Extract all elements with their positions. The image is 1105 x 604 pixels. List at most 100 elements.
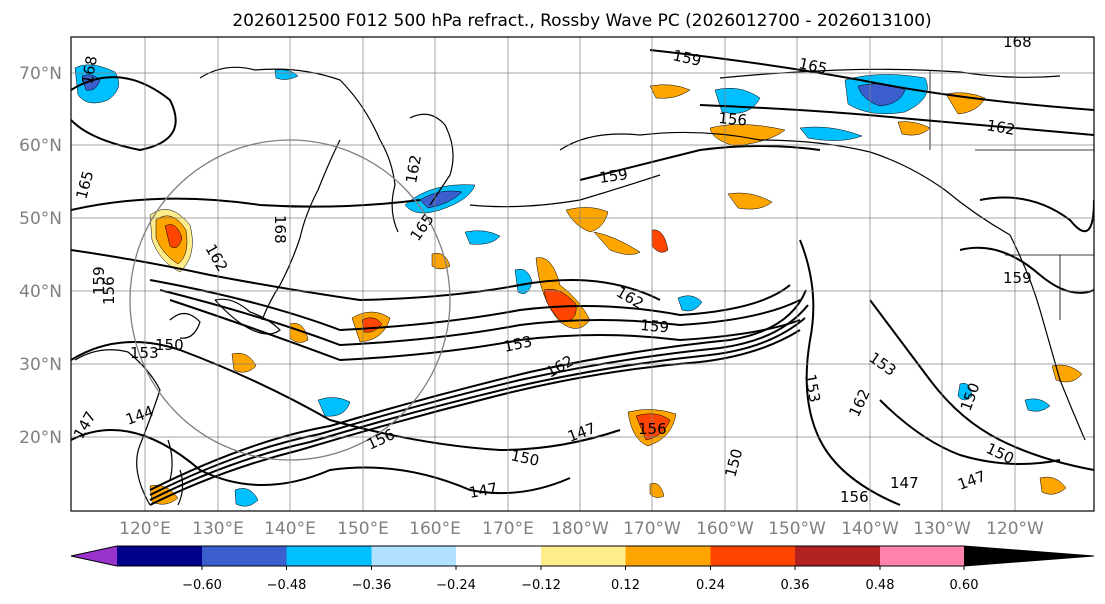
lon-label: 170°E (482, 519, 534, 539)
lon-label: 120°E (119, 519, 171, 539)
height-contour-east-150 (869, 299, 1094, 471)
lat-label: 20°N (19, 428, 62, 448)
height-contour-east-159 (959, 246, 1094, 294)
lon-label: 130°W (913, 519, 971, 539)
positive-anomaly-patch (565, 207, 609, 233)
positive-anomaly-patch (1039, 476, 1067, 495)
contour-label: 162 (402, 153, 425, 184)
contour-label: 153 (801, 373, 824, 404)
height-contour-jet-2 (149, 317, 806, 501)
height-contour-165 (71, 197, 421, 211)
height-contour-162 (71, 249, 661, 302)
height-contour-jet-4 (149, 289, 807, 491)
lat-label: 60°N (19, 136, 62, 156)
height-contour-147 (71, 429, 571, 495)
height-contour-east-147 (879, 399, 1061, 465)
philippines-coastline (167, 439, 184, 506)
colorbar-tick-label: −0.36 (352, 578, 392, 593)
contour-label: 168 (1003, 33, 1032, 51)
figure-title: 2026012500 F012 500 hPa refract., Rossby… (232, 11, 931, 31)
colorbar-segment (710, 546, 795, 566)
height-contours (71, 49, 1094, 506)
china-coastline (74, 349, 161, 506)
contour-label: 147 (468, 479, 499, 502)
lat-label: 50°N (19, 209, 62, 229)
colorbar-tick-label: −0.24 (436, 578, 476, 593)
north-america-coast (1009, 234, 1086, 441)
alaska-coastline (559, 131, 1011, 236)
lat-label: 40°N (19, 282, 62, 302)
height-contour-159 (149, 279, 791, 332)
lon-label: 150°E (337, 519, 389, 539)
contour-label: 159 (90, 266, 108, 295)
height-contour-156 (159, 289, 801, 347)
colorbar-tick-label: −0.60 (182, 578, 222, 593)
contour-label: 153 (502, 332, 534, 356)
colorbar-segment-extend-low (71, 546, 117, 566)
lon-label: 150°W (768, 519, 826, 539)
lon-label: 120°W (986, 519, 1044, 539)
contour-label: 147 (890, 474, 919, 492)
height-contour-closed-ne (979, 196, 1094, 233)
colorbar-ticks (201, 566, 965, 570)
negative-anomaly-patch (957, 383, 973, 401)
lon-label: 160°E (409, 519, 461, 539)
positive-anomaly-patch (164, 224, 183, 248)
height-contour-closed-168 (71, 76, 177, 152)
contour-label: 156 (100, 276, 118, 305)
colorbar: −0.60 −0.48 −0.36 −0.24 −0.12 0.12 0.24 … (70, 545, 1095, 593)
contour-label: 156 (638, 420, 667, 438)
lon-label: 160°W (696, 519, 754, 539)
positive-anomaly-patch (727, 192, 773, 210)
map-background (71, 37, 1094, 511)
positive-anomaly-patch (231, 353, 257, 373)
negative-anomaly-patch (677, 295, 703, 312)
korea-coastline (169, 312, 201, 339)
colorbar-tick-label: 0.12 (611, 578, 640, 593)
contour-label: 156 (840, 488, 869, 506)
colorbar-tick-label: −0.48 (267, 578, 307, 593)
height-contour-153 (169, 299, 801, 362)
map-panel: 168 165 162 159 156 153 150 147 144 162 … (19, 33, 1095, 539)
height-contour-north-162 (699, 104, 1094, 136)
colorbar-segment (371, 546, 456, 566)
positive-anomaly-patch (651, 229, 669, 253)
colorbar-tick-label: −0.12 (521, 578, 561, 593)
contour-label: 150 (155, 336, 184, 354)
contour-label: 165 (797, 54, 829, 78)
colorbar-segment-extend-high (964, 546, 1094, 566)
colorbar-segment (117, 546, 202, 566)
colorbar-outline (70, 545, 1095, 567)
map-frame (70, 36, 1095, 512)
colorbar-tick-label: 0.60 (950, 578, 979, 593)
colorbar-segment (541, 546, 626, 566)
height-contour-jet-1 (149, 329, 801, 506)
lat-label: 70°N (19, 64, 62, 84)
negative-anomaly-patch (799, 126, 863, 141)
contour-label: 159 (598, 165, 629, 187)
height-contour-jet-3 (149, 304, 809, 496)
colorbar-segment (880, 546, 964, 566)
positive-anomaly-patch (709, 124, 786, 147)
contour-label: 156 (718, 109, 748, 129)
colorbar-segment (456, 546, 541, 566)
colorbar-segment (795, 546, 880, 566)
colorbar-segment (625, 546, 711, 566)
lon-label: 180°W (551, 519, 609, 539)
height-contour-east-153 (799, 239, 901, 506)
contour-label: 168 (78, 54, 101, 85)
longitude-axis: 120°E 130°E 140°E 150°E 160°E 170°E 180°… (119, 519, 1044, 539)
height-contour-north-165 (649, 49, 1094, 111)
east-asia-coastline (261, 139, 341, 321)
gridlines (71, 37, 1094, 511)
colorbar-tick-label: 0.36 (781, 578, 810, 593)
canada-border (929, 70, 1094, 151)
contour-label: 168 (271, 215, 289, 244)
contour-label: 159 (671, 46, 703, 70)
asia-coastline (199, 66, 399, 233)
contour-label: 159 (640, 316, 670, 336)
lon-label: 130°E (192, 519, 244, 539)
colorbar-segment (286, 546, 372, 566)
colorbar-tick-label: 0.48 (866, 578, 895, 593)
lon-label: 140°E (264, 519, 316, 539)
